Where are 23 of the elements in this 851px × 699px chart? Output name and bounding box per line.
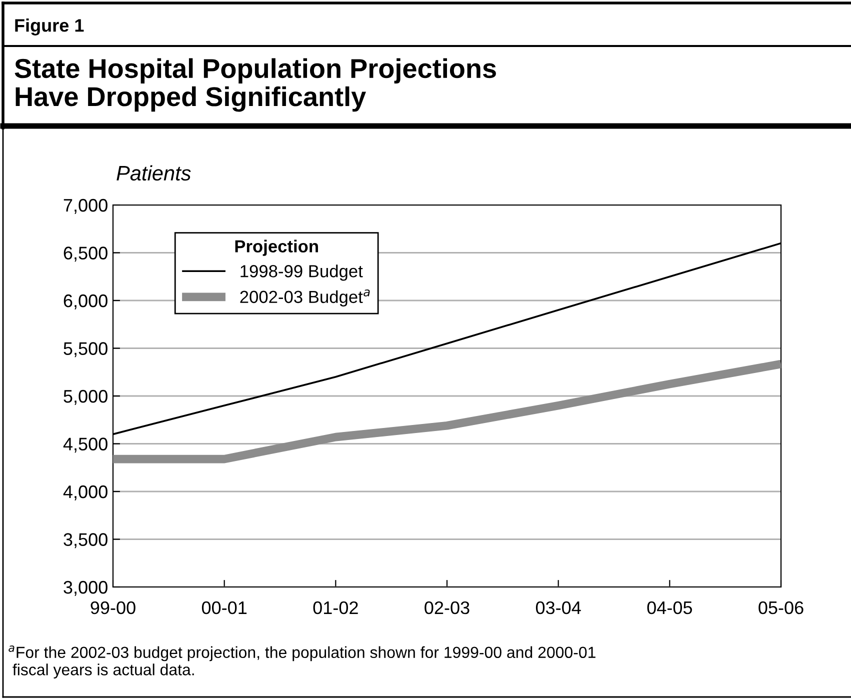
x-tick-label: 99-00: [90, 601, 136, 614]
x-tick-label: 05-06: [758, 601, 804, 614]
chart-subtitle: Figure 1: [15, 18, 84, 36]
text: $^{a}$For the 2002-03 budget projection, the population shown for 1999-00 and 2000-01 fiscal years is actual data.: [8, 645, 596, 679]
y-tick-label: 5,000: [64, 390, 108, 405]
y-tick-label: 3,500: [64, 533, 108, 548]
x-tick-label: 03-04: [536, 601, 581, 614]
y-axis-title: Patients: [116, 165, 191, 181]
x-tick-label: 04-05: [647, 601, 692, 614]
legend-label: 2002-03 Budget$^{a}$: [240, 289, 370, 307]
legend-title: Projection: [235, 240, 318, 256]
x-tick-label: 02-03: [424, 601, 470, 614]
y-tick-label: 6,500: [64, 246, 108, 262]
y-tick-label: 4,000: [63, 485, 108, 500]
x-tick-label: 01-02: [313, 601, 358, 614]
y-tick-label: 3,000: [64, 580, 108, 596]
x-tick-label: 00-01: [202, 601, 247, 614]
y-tick-label: 5,500: [64, 342, 108, 358]
y-tick-label: 4,500: [63, 438, 108, 453]
legend-label: 1998-99 Budget: [240, 264, 363, 281]
y-tick-label: 6,000: [64, 294, 108, 310]
y-tick-label: 7,000: [64, 198, 108, 214]
chart-title: State Hospital Population Projections Have Dropped Significantly: [14, 58, 496, 112]
